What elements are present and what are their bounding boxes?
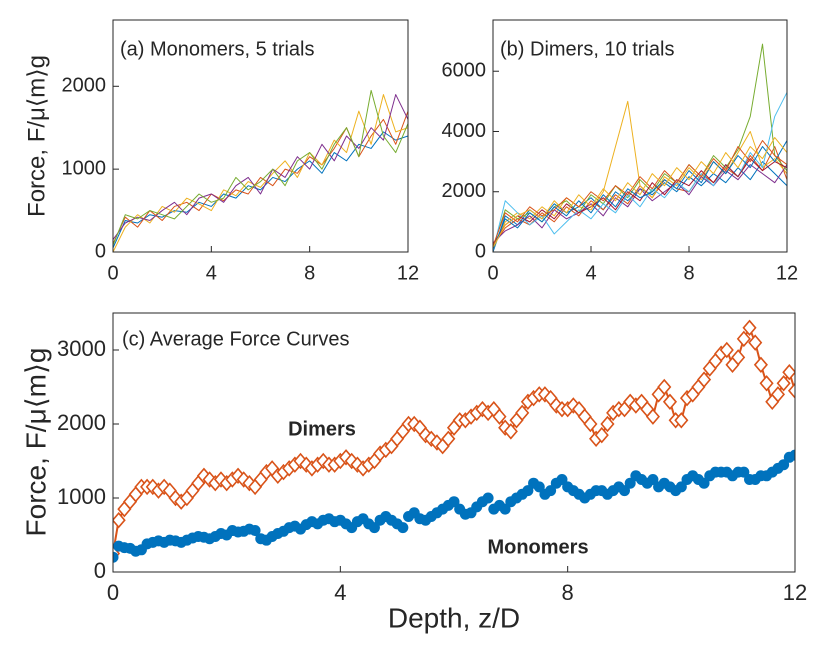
y-tick-label: 1000 (57, 484, 106, 509)
series-line (493, 100, 787, 250)
marker (776, 375, 791, 392)
panel-label: (c) Average Force Curves (122, 328, 350, 350)
marker (503, 423, 518, 440)
x-tick-label: 4 (334, 580, 346, 605)
marker (770, 386, 786, 403)
y-tick-label: 2000 (62, 75, 107, 97)
series-line (493, 137, 787, 248)
series-label: Dimers (288, 418, 356, 440)
x-axis-label: Depth, z/D (388, 602, 520, 633)
panel-label: (a) Monomers, 5 trials (120, 38, 315, 60)
x-tick-label: 4 (585, 262, 596, 284)
marker (645, 408, 660, 425)
y-tick-label: 6000 (442, 60, 487, 82)
panel-label: (b) Dimers, 10 trials (500, 38, 674, 60)
marker (249, 525, 261, 537)
plot-data (113, 319, 795, 563)
series-line (493, 158, 787, 245)
x-tick-label: 8 (683, 262, 694, 284)
y-tick-label: 4000 (442, 120, 487, 142)
x-tick-label: 12 (776, 262, 798, 284)
axes-box (112, 312, 796, 573)
marker (674, 412, 689, 429)
series-label: Monomers (487, 536, 588, 558)
y-tick-label: 3000 (57, 336, 106, 361)
x-tick-label: 8 (562, 580, 574, 605)
marker (736, 330, 751, 348)
x-tick-label: 0 (107, 580, 119, 605)
y-tick-label: 2000 (442, 180, 487, 202)
y-tick-label: 0 (95, 240, 106, 262)
series-line (113, 131, 408, 249)
marker (697, 371, 712, 388)
y-tick-label: 1000 (62, 157, 107, 179)
axes-box (112, 19, 409, 253)
marker (662, 393, 678, 411)
marker (742, 319, 757, 337)
marker (753, 356, 768, 374)
series-line (493, 140, 787, 247)
marker (787, 382, 795, 399)
series-line (113, 94, 408, 252)
marker (789, 449, 795, 461)
marker (719, 341, 734, 359)
marker (492, 408, 507, 425)
series-line (493, 164, 787, 244)
series-line (113, 94, 408, 240)
series-line (493, 140, 787, 250)
marker (113, 551, 119, 563)
marker (482, 492, 494, 504)
marker (594, 426, 609, 444)
marker (515, 404, 530, 422)
series-line (113, 89, 408, 246)
marker (657, 378, 672, 396)
plot-data (113, 89, 408, 252)
marker (731, 349, 746, 366)
marker (759, 375, 774, 392)
x-tick-label: 12 (397, 262, 419, 284)
x-tick-label: 12 (783, 580, 807, 605)
plot-area (113, 313, 795, 572)
y-tick-label: 2000 (57, 410, 106, 435)
y-axis-label: Force, F/μ⟨m⟩g (23, 55, 50, 217)
marker (782, 363, 795, 381)
marker (748, 334, 763, 351)
x-tick-label: 0 (487, 262, 498, 284)
x-tick-label: 4 (206, 262, 217, 284)
marker (397, 522, 409, 534)
y-tick-label: 0 (94, 558, 106, 583)
y-axis-label: Force, F/μ⟨m⟩g (20, 348, 51, 537)
axes-box (492, 19, 788, 253)
x-tick-label: 0 (107, 262, 118, 284)
plot-area (113, 20, 408, 252)
marker (583, 415, 598, 433)
x-tick-label: 8 (304, 262, 315, 284)
marker (600, 415, 615, 433)
y-tick-label: 0 (475, 240, 486, 262)
marker (441, 430, 456, 448)
plot-data (493, 43, 787, 252)
marker (113, 511, 126, 529)
